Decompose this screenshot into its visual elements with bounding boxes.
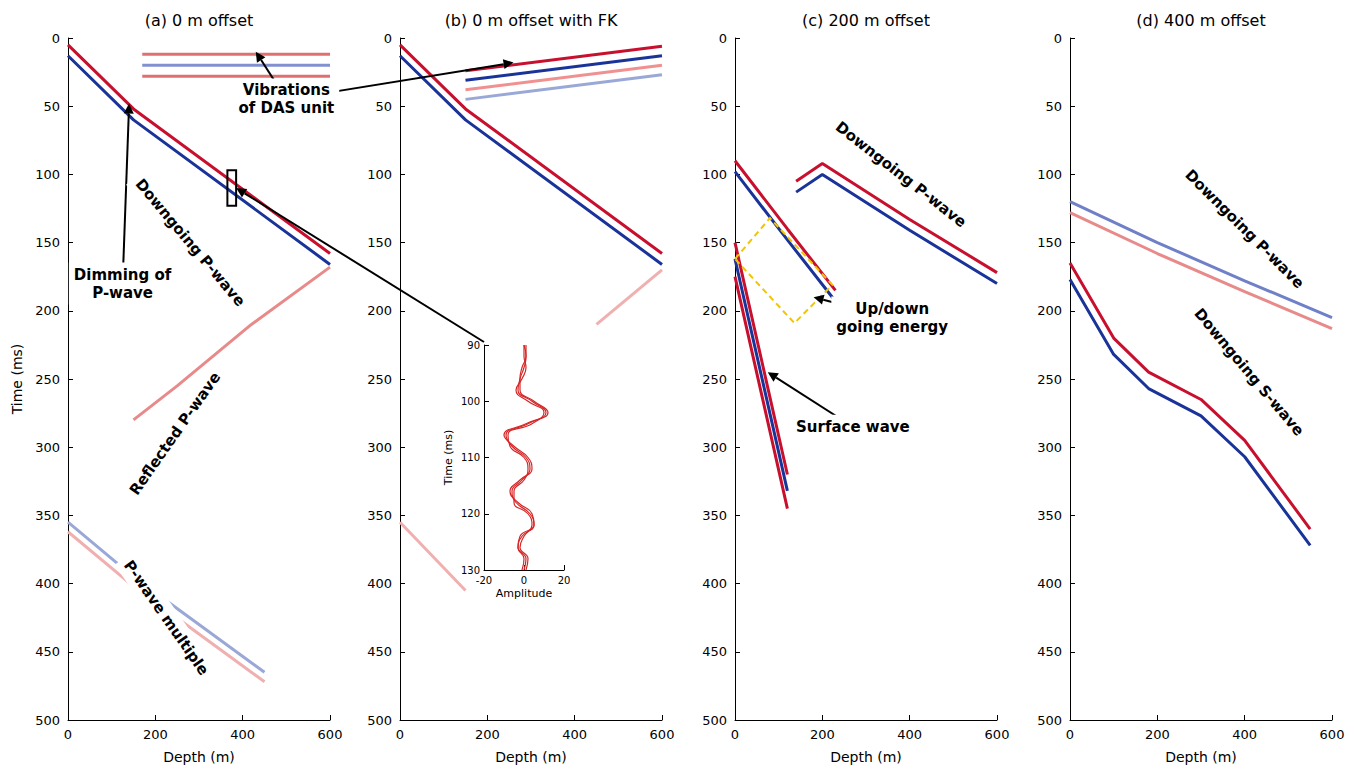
svg-text:400: 400 [897,727,922,742]
svg-text:350: 350 [35,508,60,523]
svg-text:450: 450 [367,644,392,659]
svg-text:300: 300 [367,440,392,455]
svg-text:50: 50 [710,99,727,114]
svg-text:300: 300 [702,440,727,455]
svg-text:Up/down: Up/down [855,300,929,318]
svg-text:100: 100 [1037,167,1062,182]
svg-text:400: 400 [562,727,587,742]
svg-text:130: 130 [460,564,480,576]
svg-text:Depth (m): Depth (m) [830,749,902,765]
svg-text:0: 0 [1066,727,1074,742]
svg-text:600: 600 [1320,727,1345,742]
svg-text:Depth (m): Depth (m) [163,749,235,765]
svg-text:450: 450 [1037,644,1062,659]
svg-text:350: 350 [702,508,727,523]
svg-text:500: 500 [367,713,392,728]
svg-text:600: 600 [318,727,343,742]
svg-text:0: 0 [731,727,739,742]
svg-text:100: 100 [367,167,392,182]
svg-text:600: 600 [985,727,1010,742]
svg-text:200: 200 [143,727,168,742]
svg-text:200: 200 [1145,727,1170,742]
svg-text:20: 20 [558,575,571,586]
svg-text:400: 400 [1232,727,1257,742]
svg-text:200: 200 [702,303,727,318]
svg-text:50: 50 [375,99,392,114]
svg-text:P-wave: P-wave [92,284,153,302]
svg-text:200: 200 [367,303,392,318]
svg-text:Reflected P-wave: Reflected P-wave [126,369,225,499]
svg-text:250: 250 [367,372,392,387]
svg-text:400: 400 [230,727,255,742]
svg-text:(d) 400 m offset: (d) 400 m offset [1136,11,1265,30]
svg-text:500: 500 [1037,713,1062,728]
svg-text:200: 200 [1037,303,1062,318]
svg-text:0: 0 [521,575,527,586]
svg-text:0: 0 [396,727,404,742]
svg-text:going energy: going energy [836,318,948,336]
svg-text:300: 300 [35,440,60,455]
svg-text:-20: -20 [476,575,492,586]
svg-text:120: 120 [461,508,480,519]
svg-text:400: 400 [35,576,60,591]
svg-text:450: 450 [35,644,60,659]
svg-text:150: 150 [35,235,60,250]
svg-text:(b) 0 m offset with FK: (b) 0 m offset with FK [445,11,618,30]
svg-text:Depth (m): Depth (m) [1165,749,1237,765]
svg-text:50: 50 [1045,99,1062,114]
svg-text:200: 200 [475,727,500,742]
svg-text:200: 200 [35,303,60,318]
svg-text:Downgoing P-wave: Downgoing P-wave [132,175,249,310]
svg-text:P-wave multiple: P-wave multiple [120,557,213,679]
svg-text:250: 250 [1037,372,1062,387]
svg-text:100: 100 [702,167,727,182]
svg-text:(a) 0 m offset: (a) 0 m offset [145,11,254,30]
svg-text:500: 500 [35,713,60,728]
svg-text:0: 0 [64,727,72,742]
svg-text:450: 450 [702,644,727,659]
svg-text:110: 110 [461,452,480,463]
svg-text:150: 150 [702,235,727,250]
svg-text:Surface wave: Surface wave [796,418,910,436]
svg-text:Downgoing P-wave: Downgoing P-wave [832,118,970,231]
svg-text:Downgoing P-wave: Downgoing P-wave [1181,166,1307,292]
svg-text:350: 350 [1037,508,1062,523]
svg-text:200: 200 [810,727,835,742]
svg-text:0: 0 [384,31,392,46]
svg-text:350: 350 [367,508,392,523]
svg-text:50: 50 [43,99,60,114]
svg-text:250: 250 [35,372,60,387]
svg-text:0: 0 [1054,31,1062,46]
svg-text:Downgoing S-wave: Downgoing S-wave [1190,305,1307,440]
svg-text:250: 250 [702,372,727,387]
svg-text:500: 500 [702,713,727,728]
svg-text:Amplitude: Amplitude [496,587,553,600]
svg-text:400: 400 [367,576,392,591]
svg-text:400: 400 [1037,576,1062,591]
svg-text:Dimming of: Dimming of [74,266,172,284]
svg-text:100: 100 [35,167,60,182]
svg-text:300: 300 [1037,440,1062,455]
svg-text:0: 0 [719,31,727,46]
svg-text:150: 150 [1037,235,1062,250]
svg-text:400: 400 [702,576,727,591]
svg-text:150: 150 [367,235,392,250]
svg-text:100: 100 [461,396,480,407]
svg-text:(c) 200 m offset: (c) 200 m offset [802,11,930,30]
svg-text:0: 0 [52,31,60,46]
svg-text:90: 90 [467,340,480,351]
svg-text:Vibrations: Vibrations [243,81,330,99]
svg-text:Depth (m): Depth (m) [495,749,567,765]
svg-text:Time (ms): Time (ms) [9,344,25,416]
svg-text:Time (ms): Time (ms) [442,430,455,486]
svg-text:600: 600 [650,727,675,742]
svg-text:of DAS unit: of DAS unit [238,99,334,117]
